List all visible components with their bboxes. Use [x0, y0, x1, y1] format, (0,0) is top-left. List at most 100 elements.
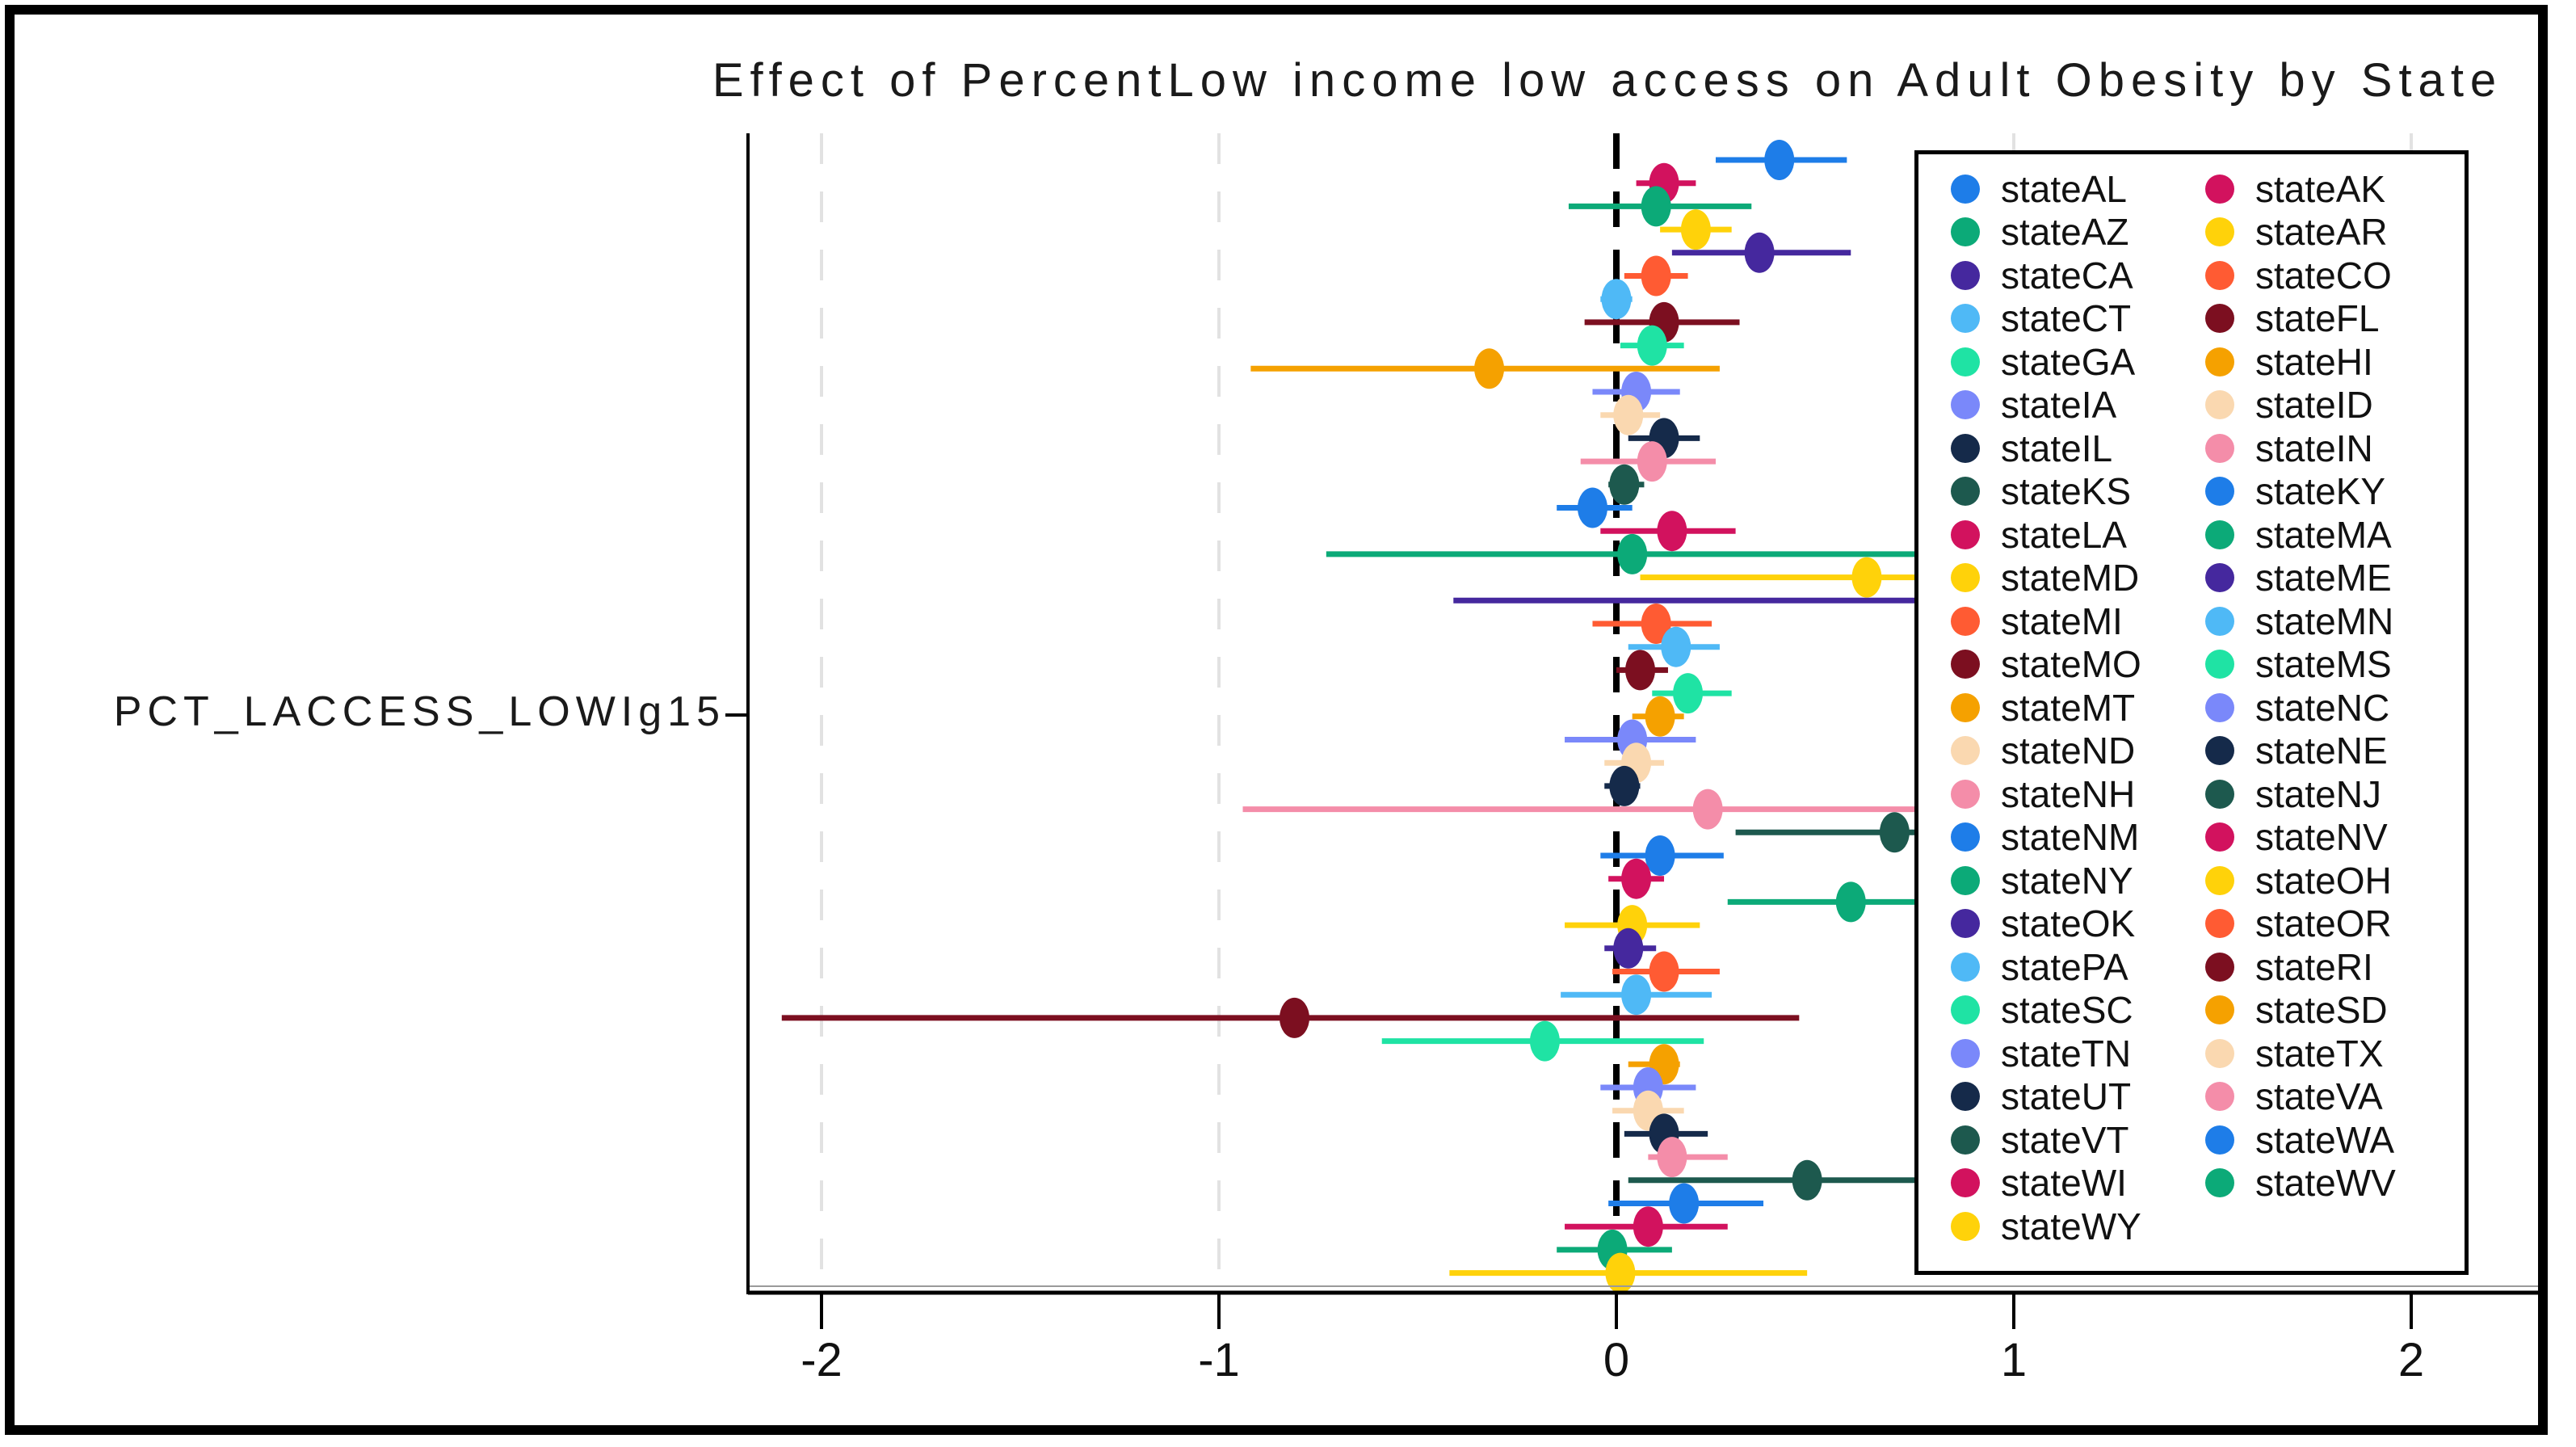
- legend-item-stateND: stateND: [1951, 730, 2205, 773]
- legend-swatch-stateWV: [2205, 1168, 2234, 1198]
- legend-label-stateMA: stateMA: [2255, 513, 2392, 556]
- point-marker-stateWI: [1633, 1206, 1663, 1247]
- legend-label-stateMO: stateMO: [2001, 643, 2141, 686]
- legend-label-stateAZ: stateAZ: [2001, 211, 2129, 254]
- legend-item-stateAK: stateAK: [2205, 167, 2460, 211]
- point-marker-stateCT: [1601, 279, 1632, 320]
- legend-label-stateRI: stateRI: [2255, 945, 2373, 988]
- legend-swatch-stateND: [1951, 736, 1980, 766]
- legend-swatch-stateLA: [1951, 519, 1980, 549]
- legend-label-stateHI: stateHI: [2255, 340, 2373, 383]
- legend-label-stateAL: stateAL: [2001, 167, 2127, 210]
- legend-item-stateCT: stateCT: [1951, 297, 2205, 341]
- legend-label-stateTN: stateTN: [2001, 1032, 2132, 1075]
- legend-swatch-stateWA: [2205, 1125, 2234, 1155]
- legend-item-stateMN: stateMN: [2205, 599, 2460, 643]
- legend-swatch-stateOR: [2205, 909, 2234, 939]
- legend-label-stateCT: stateCT: [2001, 297, 2132, 340]
- legend-swatch-stateUT: [1951, 1082, 1980, 1112]
- legend-label-stateGA: stateGA: [2001, 340, 2136, 383]
- point-marker-stateCO: [1641, 255, 1671, 297]
- legend-item-stateHI: stateHI: [2205, 340, 2460, 384]
- point-marker-stateOR: [1649, 951, 1679, 992]
- legend-swatch-stateID: [2205, 390, 2234, 420]
- legend-label-stateNV: stateNV: [2255, 816, 2388, 859]
- legend-label-stateVT: stateVT: [2001, 1118, 2129, 1161]
- legend-swatch-stateSD: [2205, 995, 2234, 1025]
- legend-swatch-stateAK: [2205, 174, 2234, 204]
- legend-item-stateNY: stateNY: [1951, 859, 2205, 902]
- legend-label-stateNM: stateNM: [2001, 816, 2140, 859]
- point-marker-stateWA: [1669, 1183, 1700, 1224]
- legend-item-stateKS: stateKS: [1951, 470, 2205, 514]
- legend-swatch-stateTN: [1951, 1038, 1980, 1068]
- legend-item-stateNJ: stateNJ: [2205, 772, 2460, 816]
- legend: stateAL stateAK stateAZ stateAR stateCA state…: [1914, 150, 2469, 1275]
- legend-item-stateAZ: stateAZ: [1951, 211, 2205, 254]
- legend-label-stateID: stateID: [2255, 384, 2373, 427]
- point-marker-stateMS: [1673, 673, 1704, 714]
- legend-item-stateMI: stateMI: [1951, 599, 2205, 643]
- legend-item-stateIA: stateIA: [1951, 384, 2205, 427]
- legend-label-stateMI: stateMI: [2001, 599, 2123, 642]
- y-axis-category-label: PCT_LACCESS_LOWIg15: [113, 688, 725, 735]
- legend-item-stateMT: stateMT: [1951, 686, 2205, 730]
- legend-swatch-statePA: [1951, 952, 1980, 982]
- point-marker-stateKY: [1577, 487, 1607, 528]
- legend-swatch-stateOH: [2205, 865, 2234, 895]
- legend-label-stateWA: stateWA: [2255, 1118, 2395, 1161]
- point-marker-stateNH: [1692, 789, 1723, 830]
- legend-swatch-stateCT: [1951, 304, 1980, 334]
- point-marker-statePA: [1621, 974, 1652, 1016]
- point-marker-stateMD: [1851, 557, 1882, 598]
- point-marker-stateKS: [1609, 464, 1640, 505]
- legend-swatch-stateVA: [2205, 1082, 2234, 1112]
- point-marker-stateAR: [1680, 209, 1711, 250]
- legend-swatch-stateSC: [1951, 995, 1980, 1025]
- legend-label-stateWY: stateWY: [2001, 1205, 2141, 1247]
- legend-swatch-stateNJ: [2205, 779, 2234, 809]
- legend-label-stateWI: stateWI: [2001, 1162, 2127, 1205]
- legend-label-statePA: statePA: [2001, 945, 2128, 988]
- legend-swatch-stateIA: [1951, 390, 1980, 420]
- legend-swatch-stateNY: [1951, 865, 1980, 895]
- legend-swatch-stateNE: [2205, 736, 2234, 766]
- legend-item-stateMS: stateMS: [2205, 643, 2460, 687]
- legend-swatch-stateMD: [1951, 563, 1980, 593]
- legend-item-stateWY: stateWY: [1951, 1205, 2205, 1248]
- point-marker-stateAL: [1764, 140, 1795, 180]
- legend-label-stateSD: stateSD: [2255, 989, 2388, 1032]
- legend-label-stateIA: stateIA: [2001, 384, 2117, 427]
- legend-label-stateTX: stateTX: [2255, 1032, 2384, 1075]
- legend-label-stateCO: stateCO: [2255, 254, 2392, 297]
- legend-item-stateAR: stateAR: [2205, 211, 2460, 254]
- legend-label-stateND: stateND: [2001, 730, 2136, 772]
- legend-swatch-stateNC: [2205, 692, 2234, 722]
- legend-label-stateIN: stateIN: [2255, 427, 2373, 469]
- point-marker-stateVT: [1792, 1159, 1822, 1201]
- legend-swatch-stateKY: [2205, 477, 2234, 507]
- point-marker-stateMT: [1645, 696, 1675, 737]
- legend-label-stateOH: stateOH: [2255, 859, 2392, 902]
- legend-item-stateOK: stateOK: [1951, 902, 2205, 946]
- legend-item-stateNC: stateNC: [2205, 686, 2460, 730]
- legend-item-stateSD: stateSD: [2205, 989, 2460, 1033]
- legend-item-stateLA: stateLA: [1951, 513, 2205, 557]
- legend-swatch-stateMS: [2205, 650, 2234, 679]
- x-tick-label-0: 0: [1603, 1334, 1630, 1386]
- legend-label-stateOR: stateOR: [2255, 902, 2392, 945]
- legend-label-stateWV: stateWV: [2255, 1162, 2396, 1205]
- legend-item-stateNM: stateNM: [1951, 816, 2205, 860]
- legend-item-stateOH: stateOH: [2205, 859, 2460, 902]
- legend-swatch-stateRI: [2205, 952, 2234, 982]
- legend-label-stateKS: stateKS: [2001, 470, 2132, 513]
- legend-swatch-stateAL: [1951, 174, 1980, 204]
- legend-item-stateKY: stateKY: [2205, 470, 2460, 514]
- legend-item-stateNE: stateNE: [2205, 730, 2460, 773]
- legend-item-stateID: stateID: [2205, 384, 2460, 427]
- legend-item-stateGA: stateGA: [1951, 340, 2205, 384]
- legend-swatch-stateME: [2205, 563, 2234, 593]
- legend-swatch-stateAZ: [1951, 217, 1980, 247]
- legend-swatch-stateNM: [1951, 822, 1980, 852]
